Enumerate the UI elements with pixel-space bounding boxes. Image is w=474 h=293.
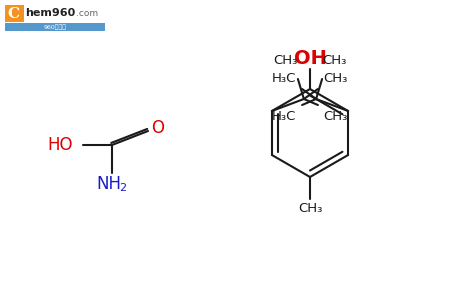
Text: 2: 2 [119,183,127,193]
Text: CH₃: CH₃ [298,202,322,215]
Text: H₃C: H₃C [272,110,296,122]
Text: HO: HO [47,136,73,154]
Text: hem960: hem960 [25,8,75,18]
Text: CH₃: CH₃ [324,71,348,84]
Text: CH₃: CH₃ [322,54,346,67]
Bar [5,5,24,22]
Bar [5,23,105,31]
Text: NH: NH [97,175,121,193]
Text: CH₃: CH₃ [273,54,298,67]
Text: .com: .com [76,8,98,18]
Text: 960化工网: 960化工网 [44,24,66,30]
Text: CH₃: CH₃ [324,110,348,122]
Text: H₃C: H₃C [272,71,296,84]
Text: C: C [7,6,19,21]
Text: OH: OH [293,49,327,67]
Text: O: O [152,119,164,137]
